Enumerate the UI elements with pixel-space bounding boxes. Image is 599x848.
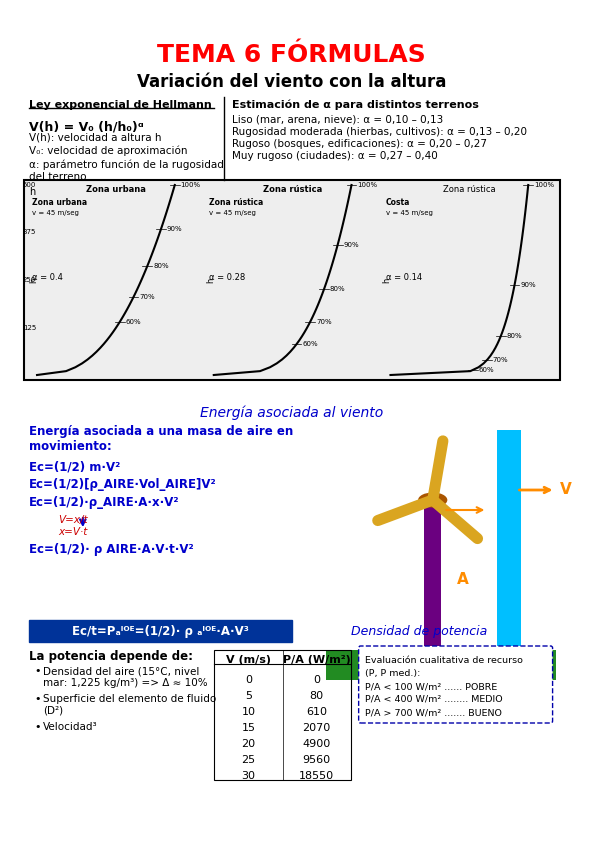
Text: Superficie del elemento de fluido
(D²): Superficie del elemento de fluido (D²) [43, 694, 216, 716]
Text: 30: 30 [241, 771, 256, 781]
Ellipse shape [418, 493, 447, 507]
Text: 70%: 70% [140, 294, 155, 300]
Text: 100%: 100% [358, 182, 377, 188]
Text: Estimación de α para distintos terrenos: Estimación de α para distintos terrenos [232, 100, 479, 110]
Text: TEMA 6 FÓRMULAS: TEMA 6 FÓRMULAS [157, 43, 426, 67]
Text: 10: 10 [241, 707, 256, 717]
Text: 5: 5 [245, 691, 252, 701]
Text: v = 45 m/seg: v = 45 m/seg [209, 210, 256, 216]
Text: del terreno: del terreno [29, 172, 87, 182]
Text: 80: 80 [310, 691, 324, 701]
Bar [322, 400, 555, 680]
Text: α = 0.4: α = 0.4 [32, 273, 63, 282]
Text: h: h [206, 277, 215, 282]
Text: Zona rústica: Zona rústica [263, 185, 322, 194]
Text: P/A > 700 W/m² ....... BUENO: P/A > 700 W/m² ....... BUENO [365, 708, 503, 717]
Text: 15: 15 [241, 723, 256, 733]
Text: Eᴄ=(1/2)·ρ_AIRE·A·x·V²: Eᴄ=(1/2)·ρ_AIRE·A·x·V² [29, 496, 180, 509]
Text: •: • [34, 666, 41, 676]
Text: h: h [383, 277, 392, 282]
Text: •: • [34, 722, 41, 732]
Text: 80%: 80% [507, 333, 522, 339]
Bar [214, 650, 351, 780]
Text: α = 0.28: α = 0.28 [209, 273, 245, 282]
Text: V(h) = V₀ (h/h₀)ᵅ: V(h) = V₀ (h/h₀)ᵅ [29, 120, 144, 133]
Text: h: h [29, 277, 38, 282]
Text: v = 45 m/seg: v = 45 m/seg [32, 210, 79, 216]
Text: V: V [561, 483, 572, 498]
Text: 250: 250 [23, 277, 36, 283]
Text: 100%: 100% [534, 182, 554, 188]
Text: 80%: 80% [330, 287, 346, 293]
Text: Zona urbana: Zona urbana [86, 185, 146, 194]
Text: 25: 25 [241, 755, 256, 765]
Text: Evaluación cualitativa de recurso: Evaluación cualitativa de recurso [365, 656, 524, 665]
Text: V₀: velocidad de aproximación: V₀: velocidad de aproximación [29, 146, 187, 157]
Text: V (m/s): V (m/s) [226, 655, 271, 665]
Text: Eᴄ/t=Pₐᴵᴼᴱ=(1/2)· ρ ₐᴵᴼᴱ·A·V³: Eᴄ/t=Pₐᴵᴼᴱ=(1/2)· ρ ₐᴵᴼᴱ·A·V³ [72, 624, 249, 638]
Bar [326, 650, 555, 680]
Text: 70%: 70% [316, 319, 332, 325]
Text: 90%: 90% [167, 226, 183, 232]
Text: Energía asociada al viento: Energía asociada al viento [200, 405, 383, 420]
Text: (P, P med.):: (P, P med.): [365, 669, 421, 678]
Text: Costa: Costa [386, 198, 410, 207]
Text: Muy rugoso (ciudades): α = 0,27 – 0,40: Muy rugoso (ciudades): α = 0,27 – 0,40 [232, 151, 438, 161]
Text: Ley exponencial de Hellmann: Ley exponencial de Hellmann [29, 100, 212, 110]
Text: 70%: 70% [493, 357, 509, 363]
Text: 0: 0 [313, 675, 320, 685]
Text: α = 0.14: α = 0.14 [386, 273, 422, 282]
Text: La potencia depende de:: La potencia depende de: [29, 650, 193, 663]
Text: V(h): velocidad a altura h: V(h): velocidad a altura h [29, 133, 162, 143]
Text: 2070: 2070 [302, 723, 331, 733]
Text: P/A (W/m²): P/A (W/m²) [283, 655, 350, 665]
Text: P/A < 400 W/m² ........ MEDIO: P/A < 400 W/m² ........ MEDIO [365, 695, 503, 704]
Text: Eᴄ=(1/2)· ρ AIRE·A·V·t·V²: Eᴄ=(1/2)· ρ AIRE·A·V·t·V² [29, 543, 194, 556]
Text: Eᴄ=(1/2)[ρ_AIRE·Vol_AIRE]V²: Eᴄ=(1/2)[ρ_AIRE·Vol_AIRE]V² [29, 478, 217, 491]
Bar [29, 620, 292, 642]
Text: Velocidad³: Velocidad³ [43, 722, 98, 732]
Text: Rugoso (bosques, edificaciones): α = 0,20 – 0,27: Rugoso (bosques, edificaciones): α = 0,2… [232, 139, 487, 149]
Text: P/A < 100 W/m² ...... POBRE: P/A < 100 W/m² ...... POBRE [365, 682, 498, 691]
Text: x=V·t: x=V·t [59, 527, 88, 537]
Text: •: • [34, 694, 41, 704]
Text: 80%: 80% [153, 263, 169, 269]
Text: Zona rústica: Zona rústica [209, 198, 263, 207]
Text: 20: 20 [241, 739, 256, 749]
Text: h: h [29, 187, 35, 197]
Text: v = 45 m/seg: v = 45 m/seg [386, 210, 432, 216]
Text: Zona urbana: Zona urbana [32, 198, 87, 207]
Text: 4900: 4900 [302, 739, 331, 749]
Text: 90%: 90% [521, 282, 536, 288]
Text: Eᴄ=(1/2) m·V²: Eᴄ=(1/2) m·V² [29, 460, 120, 473]
Text: 9560: 9560 [302, 755, 331, 765]
Text: Rugosidad moderada (hierbas, cultivos): α = 0,13 – 0,20: Rugosidad moderada (hierbas, cultivos): … [232, 127, 527, 137]
Text: Energía asociada a una masa de aire en: Energía asociada a una masa de aire en [29, 425, 294, 438]
FancyBboxPatch shape [359, 646, 553, 723]
Bar [25, 180, 561, 380]
Text: 60%: 60% [126, 319, 141, 325]
Text: Variación del viento con la altura: Variación del viento con la altura [137, 73, 446, 91]
Text: α: parámetro función de la rugosidad: α: parámetro función de la rugosidad [29, 159, 224, 170]
Text: 610: 610 [306, 707, 327, 717]
Text: 500: 500 [23, 182, 36, 188]
Text: movimiento:: movimiento: [29, 440, 112, 453]
Text: 60%: 60% [479, 367, 495, 373]
Bar [497, 430, 521, 680]
Text: 125: 125 [23, 325, 36, 331]
Text: Liso (mar, arena, nieve): α = 0,10 – 0,13: Liso (mar, arena, nieve): α = 0,10 – 0,1… [232, 115, 443, 125]
Text: Densidad de potencia: Densidad de potencia [351, 625, 487, 638]
Text: 0: 0 [245, 675, 252, 685]
Text: V=x/t: V=x/t [59, 515, 88, 525]
Text: A: A [457, 572, 469, 588]
Text: Densidad del aire (15°C, nivel
mar: 1,225 kg/m³) => Δ ≈ 10%: Densidad del aire (15°C, nivel mar: 1,22… [43, 666, 207, 688]
Text: 375: 375 [23, 230, 36, 236]
Text: 60%: 60% [302, 342, 318, 348]
Text: 100%: 100% [181, 182, 201, 188]
Text: 90%: 90% [344, 242, 359, 248]
Bar [424, 495, 441, 660]
Text: 18550: 18550 [299, 771, 334, 781]
Text: Zona rústica: Zona rústica [443, 185, 495, 194]
